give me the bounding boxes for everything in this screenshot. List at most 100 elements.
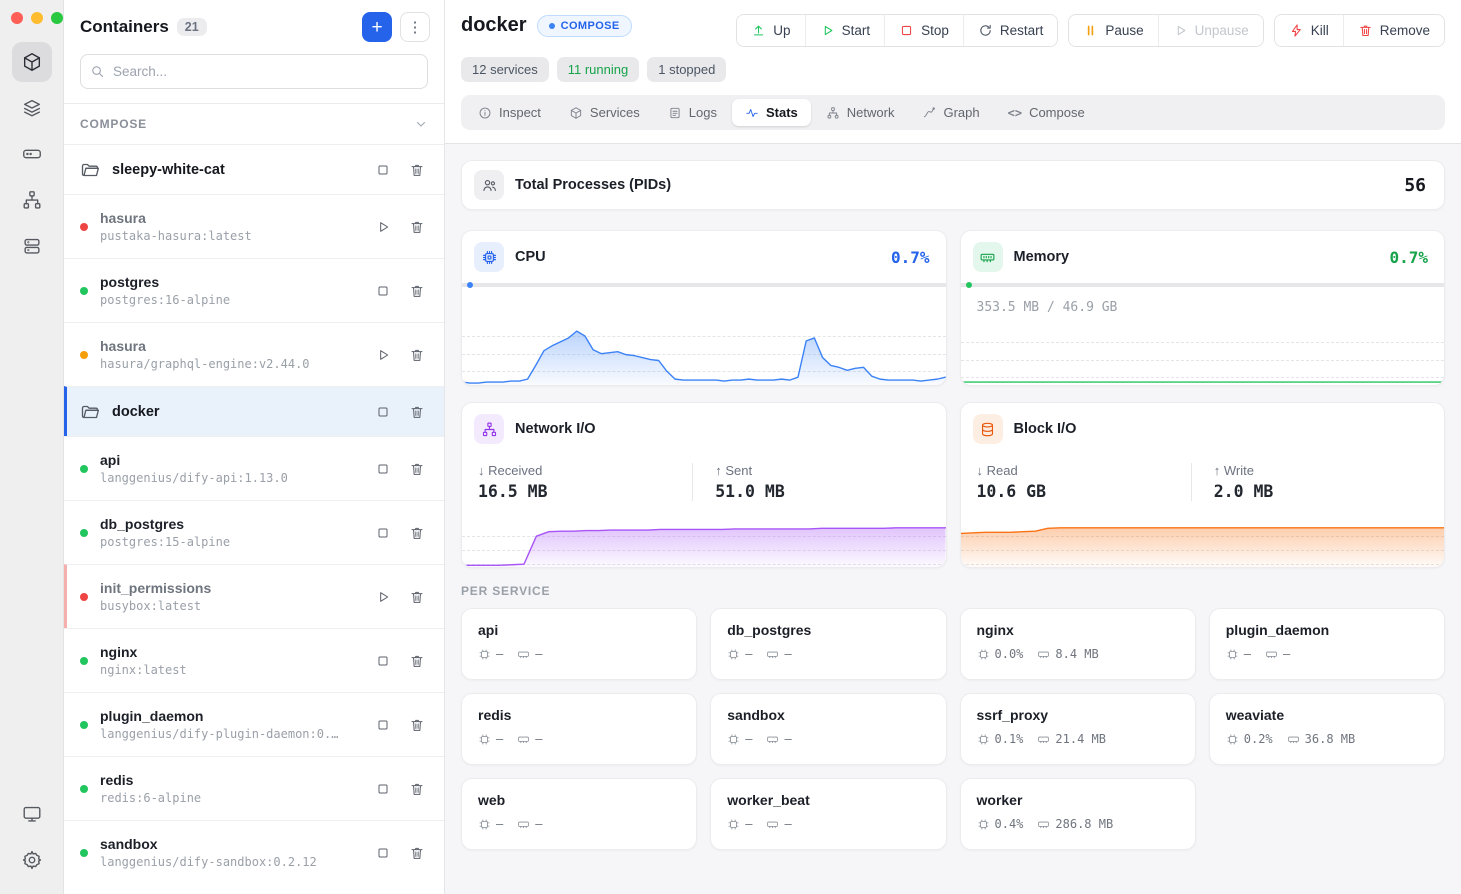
pause-button[interactable]: Pause: [1069, 15, 1159, 46]
start-container-button[interactable]: [368, 582, 398, 612]
cpu-progress-dot: [467, 282, 473, 288]
stop-square-icon: [378, 784, 388, 793]
group-row-sleepy-white-cat[interactable]: sleepy-white-cat: [64, 144, 444, 194]
delete-container-button[interactable]: [402, 340, 432, 370]
container-row-hasura-1[interactable]: hasura pustaka-hasura:latest: [64, 194, 444, 258]
container-image: langgenius/dify-sandbox:0.2.12: [100, 855, 317, 869]
write-label: ↑ Write: [1213, 463, 1254, 478]
service-card-redis[interactable]: redis – –: [461, 693, 698, 765]
tab-inspect[interactable]: Inspect: [465, 99, 554, 126]
zoom-window-button[interactable]: [51, 12, 63, 24]
delete-group-button[interactable]: [402, 155, 432, 185]
tab-compose[interactable]: <> Compose: [995, 99, 1098, 126]
container-row-plugin-daemon[interactable]: plugin_daemon langgenius/dify-plugin-dae…: [64, 692, 444, 756]
kill-button[interactable]: Kill: [1274, 15, 1344, 46]
trash-icon: [1360, 25, 1371, 37]
delete-container-button[interactable]: [402, 454, 432, 484]
start-container-button[interactable]: [368, 212, 398, 242]
service-card-weaviate[interactable]: weaviate 0.2% 36.8 MB: [1208, 693, 1445, 765]
tab-services[interactable]: Services: [556, 99, 653, 126]
tab-graph[interactable]: Graph: [909, 99, 992, 126]
stop-container-button[interactable]: [368, 774, 398, 804]
container-row-api[interactable]: api langgenius/dify-api:1.13.0: [64, 436, 444, 500]
danger-button-group: Kill Remove: [1273, 14, 1445, 47]
container-row-redis[interactable]: redis redis:6-alpine: [64, 756, 444, 820]
container-row-sandbox[interactable]: sandbox langgenius/dify-sandbox:0.2.12: [64, 820, 444, 884]
delete-container-button[interactable]: [402, 838, 432, 868]
delete-container-button[interactable]: [402, 518, 432, 548]
stop-container-button[interactable]: [368, 276, 398, 306]
cpu-progress-track: [462, 282, 946, 288]
container-image: nginx:latest: [100, 663, 187, 677]
group-name: docker: [112, 403, 160, 420]
delete-container-button[interactable]: [402, 276, 432, 306]
nav-images-icon[interactable]: [12, 88, 52, 128]
nav-volumes-icon[interactable]: [12, 134, 52, 174]
delete-container-button[interactable]: [402, 774, 432, 804]
stop-container-button[interactable]: [368, 518, 398, 548]
up-button[interactable]: Up: [737, 15, 806, 46]
service-card-sandbox[interactable]: sandbox – –: [710, 693, 947, 765]
service-count-badges: 12 services 11 running 1 stopped: [461, 57, 1445, 82]
search-input[interactable]: [80, 54, 428, 89]
delete-container-button[interactable]: [402, 582, 432, 612]
stop-group-button[interactable]: [368, 155, 398, 185]
users-icon: [482, 179, 496, 191]
service-card-db-postgres[interactable]: db_postgres – –: [710, 608, 947, 680]
restart-button[interactable]: Restart: [963, 15, 1058, 46]
close-window-button[interactable]: [11, 12, 23, 24]
compose-badge-dot: [548, 22, 555, 29]
delete-container-button[interactable]: [402, 212, 432, 242]
stop-container-button[interactable]: [368, 710, 398, 740]
service-card-plugin-daemon[interactable]: plugin_daemon – –: [1208, 608, 1445, 680]
delete-group-button[interactable]: [402, 397, 432, 427]
status-dot-exited: [80, 592, 88, 601]
stop-container-button[interactable]: [368, 646, 398, 676]
nav-stacks-icon[interactable]: [12, 226, 52, 266]
memory-value: 0.7%: [1389, 247, 1428, 267]
minimize-window-button[interactable]: [31, 12, 43, 24]
stop-container-button[interactable]: [368, 454, 398, 484]
stop-group-button[interactable]: [368, 397, 398, 427]
container-row-db-postgres[interactable]: db_postgres postgres:15-alpine: [64, 500, 444, 564]
group-row-docker[interactable]: docker: [64, 386, 444, 436]
cpu-chip-icon: [479, 648, 490, 660]
container-row-hasura-2[interactable]: hasura hasura/graphql-engine:v2.44.0: [64, 322, 444, 386]
cpu-chip-icon: [728, 648, 739, 660]
cpu-chip-icon: [977, 818, 989, 830]
trash-icon: [411, 655, 423, 667]
service-card-worker[interactable]: worker 0.4% 286.8 MB: [959, 778, 1196, 850]
nav-networks-icon[interactable]: [12, 180, 52, 220]
service-card-ssrf-proxy[interactable]: ssrf_proxy 0.1% 21.4 MB: [959, 693, 1196, 765]
play-icon: [380, 221, 389, 232]
delete-container-button[interactable]: [402, 710, 432, 740]
container-name: hasura: [100, 210, 146, 226]
panel-menu-button[interactable]: ⋮: [400, 12, 430, 42]
service-card-api[interactable]: api – –: [461, 608, 698, 680]
container-row-nginx[interactable]: nginx nginx:latest: [64, 628, 444, 692]
stop-container-button[interactable]: [368, 838, 398, 868]
service-card-web[interactable]: web – –: [461, 778, 698, 850]
delete-container-button[interactable]: [402, 646, 432, 676]
nav-containers-icon[interactable]: [11, 42, 52, 82]
add-container-button[interactable]: +: [362, 12, 392, 42]
tab-logs[interactable]: Logs: [655, 99, 730, 126]
ram-icon: [518, 821, 530, 828]
start-button[interactable]: Start: [805, 15, 886, 46]
compose-section-header[interactable]: COMPOSE: [64, 103, 444, 144]
remove-button[interactable]: Remove: [1343, 15, 1444, 46]
nav-settings-icon[interactable]: [12, 840, 52, 880]
nav-system-icon[interactable]: [12, 794, 52, 834]
container-row-postgres[interactable]: postgres postgres:16-alpine: [64, 258, 444, 322]
tab-network[interactable]: Network: [813, 99, 908, 126]
service-card-nginx[interactable]: nginx 0.0% 8.4 MB: [959, 608, 1196, 680]
unpause-button: Unpause: [1158, 15, 1263, 46]
compose-header: docker COMPOSE Up Start: [445, 0, 1461, 144]
container-row-init-permissions[interactable]: init_permissions busybox:latest: [64, 564, 444, 628]
per-service-grid: api – – db_postgres – – nginx: [461, 608, 1445, 850]
service-card-worker-beat[interactable]: worker_beat – –: [710, 778, 947, 850]
processes-icon-box: [474, 170, 504, 200]
start-container-button[interactable]: [368, 340, 398, 370]
tab-stats[interactable]: Stats: [731, 99, 811, 126]
stop-button[interactable]: Stop: [885, 15, 964, 46]
